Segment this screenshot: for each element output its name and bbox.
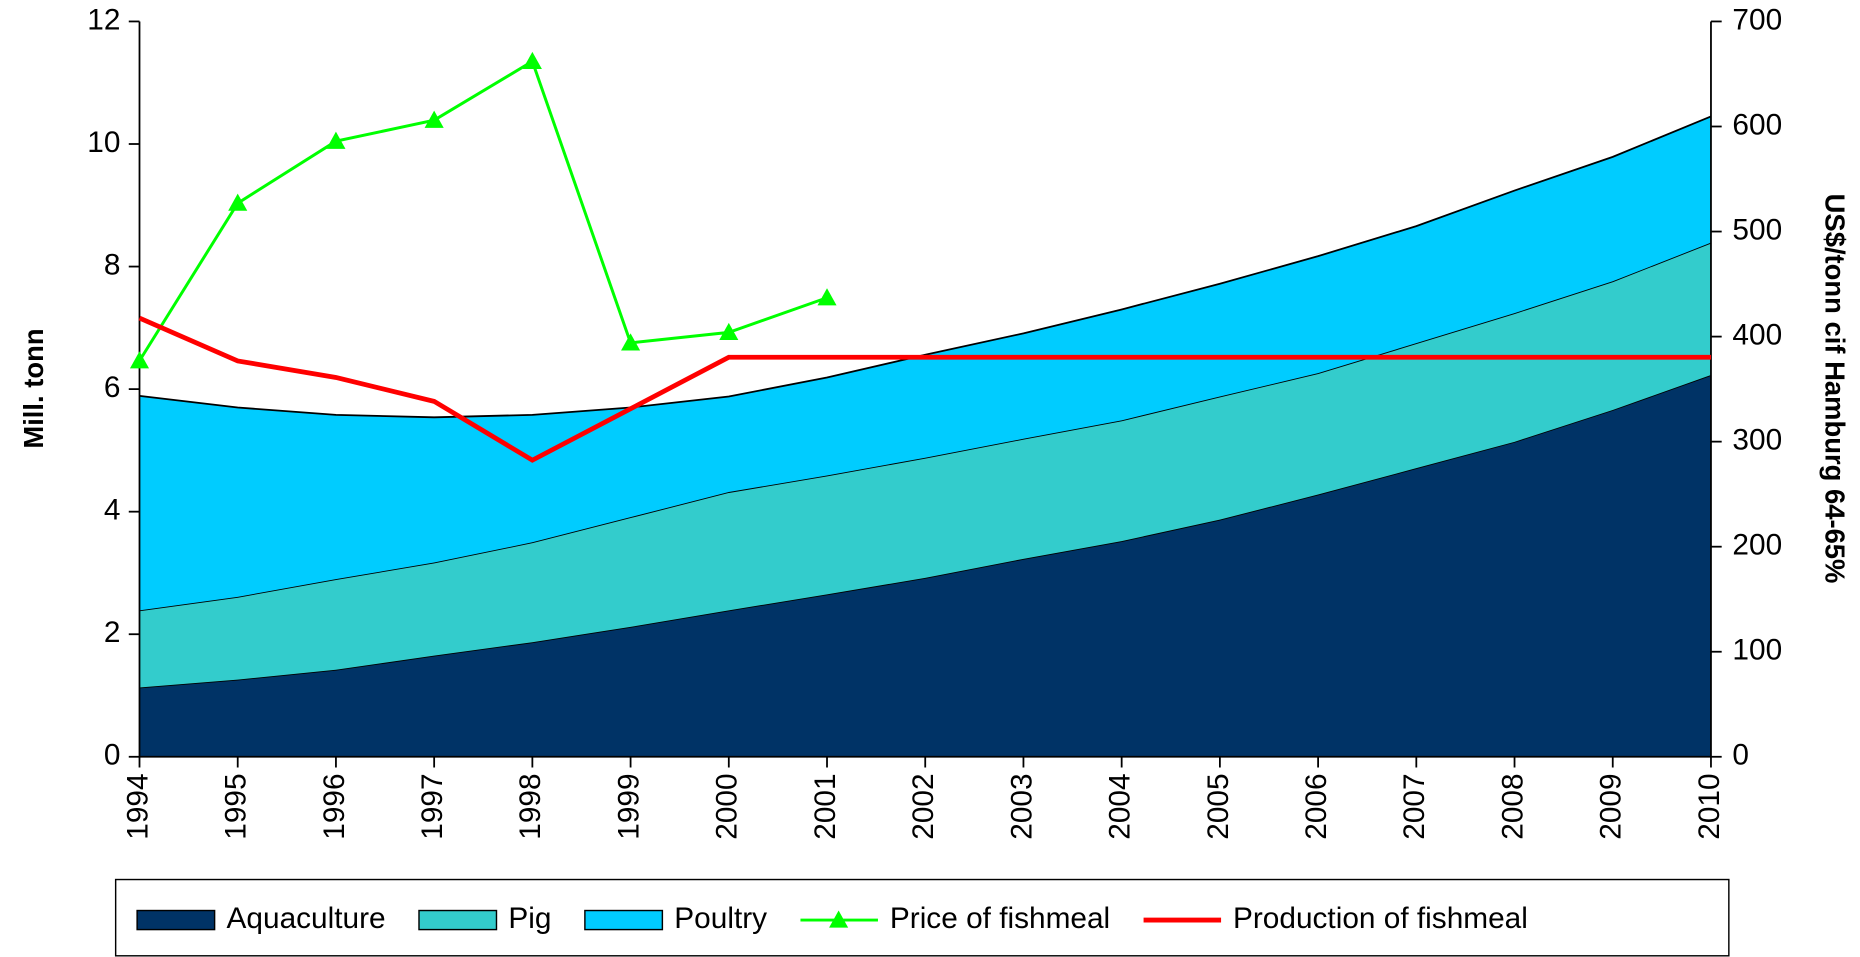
y-axis-title: Mill. tonn	[18, 328, 49, 448]
marker	[326, 131, 346, 149]
line	[138, 315, 1711, 463]
marker	[621, 333, 641, 351]
legend-label: Poultry	[674, 902, 767, 935]
y2-axis-title: US$/tonn cif Hamburg 64-65%	[1819, 194, 1850, 584]
legend-label: Pig	[508, 902, 551, 935]
area	[139, 116, 1711, 611]
area	[139, 242, 1711, 688]
marker	[817, 288, 837, 306]
x-tick-label: 2010	[1693, 773, 1726, 839]
area	[139, 375, 1711, 757]
legend-swatch	[584, 909, 664, 931]
y-tick-label: 4	[104, 494, 121, 527]
area-outline	[139, 115, 1712, 419]
y-tick-label: 8	[104, 248, 121, 281]
legend-swatch	[136, 909, 216, 931]
x-tick-label: 2009	[1595, 773, 1628, 839]
x-tick-label: 1997	[416, 773, 449, 839]
x-tick-label: 2003	[1005, 773, 1038, 839]
y2-tick-label: 600	[1732, 108, 1782, 141]
x-tick-label: 2002	[907, 773, 940, 839]
y2-tick-label: 100	[1732, 634, 1782, 667]
x-tick-label: 1998	[514, 773, 547, 839]
y2-tick-label: 500	[1732, 213, 1782, 246]
y2-tick-label: 400	[1732, 318, 1782, 351]
marker	[129, 351, 150, 369]
legend-box	[114, 878, 1730, 957]
x-tick-label: 2001	[809, 773, 842, 839]
area-outline	[139, 241, 1712, 612]
y2-tick-label: 200	[1732, 529, 1782, 562]
legend-marker	[829, 910, 849, 928]
x-tick-label: 2008	[1496, 773, 1529, 839]
y-tick-label: 12	[87, 3, 120, 36]
legend-label: Price of fishmeal	[890, 902, 1110, 935]
y2-tick-label: 300	[1732, 424, 1782, 457]
x-tick-label: 2005	[1202, 773, 1235, 839]
marker	[228, 193, 248, 211]
x-tick-label: 2004	[1104, 773, 1137, 839]
x-tick-label: 2007	[1398, 773, 1431, 839]
x-tick-label: 1996	[318, 773, 351, 839]
legend-label: Aquaculture	[227, 902, 386, 935]
y2-tick-label: 700	[1732, 3, 1782, 36]
marker	[424, 110, 444, 128]
y-tick-label: 10	[87, 126, 120, 159]
x-tick-label: 1994	[121, 773, 154, 839]
y-tick-label: 2	[104, 616, 121, 649]
marker	[719, 322, 739, 341]
y-tick-label: 0	[104, 739, 121, 772]
line	[138, 59, 828, 362]
legend-swatch	[418, 909, 498, 931]
x-tick-label: 1999	[612, 773, 645, 839]
x-tick-label: 1995	[220, 773, 253, 839]
y-tick-label: 6	[104, 371, 121, 404]
legend-label: Production of fishmeal	[1233, 902, 1528, 935]
marker	[522, 51, 542, 69]
x-tick-label: 2006	[1300, 773, 1333, 839]
y2-tick-label: 0	[1732, 739, 1749, 772]
x-tick-label: 2000	[711, 773, 744, 839]
